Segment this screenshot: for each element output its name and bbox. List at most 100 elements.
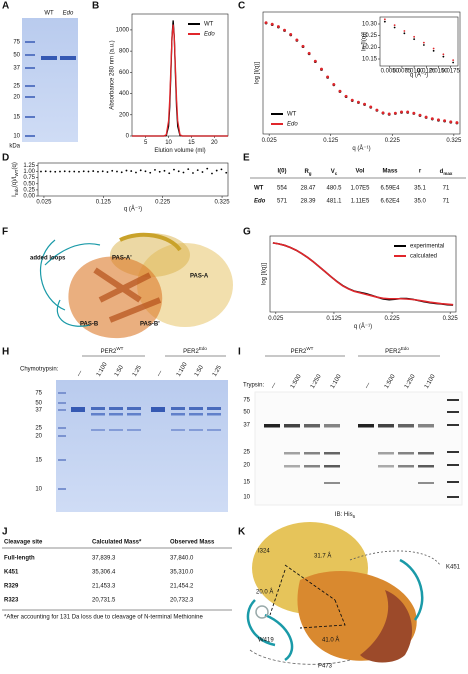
lane-label: 1:50 [114, 364, 125, 378]
table-cell: 28.39 [300, 199, 316, 205]
data-point [295, 38, 299, 42]
blot [254, 391, 463, 506]
data-point [154, 168, 156, 171]
group-label-sup: Edo [199, 346, 208, 351]
data-point [59, 170, 61, 173]
marker-label: 50 [35, 401, 42, 407]
data-point [350, 98, 354, 102]
x-tick-label: 0.0175 [442, 68, 461, 74]
band [304, 424, 320, 428]
data-point [455, 121, 459, 124]
y-axis-label-part: (q)/I [12, 176, 18, 187]
y-axis-label: IEdo(q)/IWT(q) [12, 162, 19, 197]
data-point [413, 38, 416, 41]
y-axis-label-part: WT [14, 169, 19, 176]
band [398, 465, 414, 468]
data-point [452, 59, 455, 62]
data-point [163, 169, 166, 172]
data-point [400, 110, 403, 114]
lane-label: Edo [63, 11, 74, 17]
data-point [363, 102, 366, 106]
lane-label: — [156, 370, 164, 378]
band [304, 465, 320, 468]
data-point [442, 55, 445, 58]
data-point [301, 44, 305, 48]
y-tick-label: 0 [126, 134, 130, 140]
ladder-band [447, 451, 459, 453]
band [378, 465, 394, 468]
marker-label: 50 [243, 410, 250, 416]
data-point [196, 169, 199, 171]
marker-label: 20 [35, 434, 42, 440]
band [207, 407, 221, 410]
row-label: Edo [254, 199, 266, 205]
y-tick-label: 400 [119, 91, 130, 97]
data-point [139, 169, 142, 172]
band [207, 429, 221, 431]
panel-label: D [2, 153, 9, 164]
marker-label: 75 [35, 391, 42, 397]
y-tick-label: 0.25 [23, 187, 35, 193]
y-axis-label: Absorbance 280 nm (a.u.) [110, 40, 116, 109]
band [171, 429, 185, 431]
structure-f [40, 232, 233, 339]
y-tick-label: 1.25 [23, 163, 35, 169]
band [304, 452, 320, 455]
treatment-label: Trypsin: [243, 383, 264, 389]
structure-label: 20.0 Å [256, 589, 273, 596]
table-header-sub: g [309, 171, 312, 176]
band [127, 429, 141, 431]
data-point [307, 51, 311, 55]
ladder-band [58, 435, 66, 437]
table-cell: 37,840.0 [170, 556, 194, 562]
x-tick-label: 20 [211, 140, 218, 146]
band [171, 413, 185, 416]
row-label: R323 [4, 598, 19, 604]
x-tick-label: 0.125 [323, 138, 339, 144]
data-point [97, 170, 99, 173]
panel-label: C [238, 1, 245, 12]
data-point [393, 26, 396, 29]
structure-label: 31.7 Å [314, 553, 331, 560]
x-tick-label: 0.125 [326, 316, 342, 322]
ladder-band [447, 399, 459, 401]
group-label: PER2Edo [385, 346, 409, 355]
group-label: PER2WT [101, 346, 124, 355]
group-label: PER2WT [291, 346, 314, 355]
plot-frame [379, 16, 459, 67]
structure-label: K451 [446, 565, 461, 571]
data-point [92, 170, 95, 172]
ladder-band [447, 464, 459, 466]
y-tick-label: 200 [119, 112, 130, 118]
structure-label: 41.0 Å [322, 637, 339, 644]
data-point [393, 111, 397, 115]
table-cell: 571 [277, 199, 288, 205]
structure-label: added loops [30, 256, 66, 262]
data-point [432, 49, 435, 52]
data-point [177, 170, 180, 173]
x-tick-label: 0.0075 [393, 68, 412, 74]
data-point [430, 117, 434, 121]
band [91, 407, 105, 410]
table-cell: 71 [443, 186, 450, 192]
group-label-sup: WT [116, 346, 123, 351]
y-axis-label: log [I(q)] [262, 263, 268, 285]
row-label: R329 [4, 584, 19, 590]
table-cell: 28.47 [300, 186, 316, 192]
ladder-band [447, 496, 459, 498]
data-point [338, 89, 342, 93]
data-point [44, 170, 47, 173]
x-tick-label: 0.225 [155, 200, 171, 206]
data-point [344, 94, 348, 98]
band [418, 424, 434, 428]
x-tick-label: 0.325 [443, 316, 459, 322]
data-point [406, 110, 410, 114]
data-point [413, 35, 416, 38]
data-point [383, 18, 386, 21]
band [189, 429, 203, 431]
band [418, 452, 434, 455]
ladder-band [58, 427, 66, 429]
group-label-sup: WT [306, 346, 313, 351]
band [71, 407, 85, 412]
table-cell: 35.0 [414, 199, 426, 205]
